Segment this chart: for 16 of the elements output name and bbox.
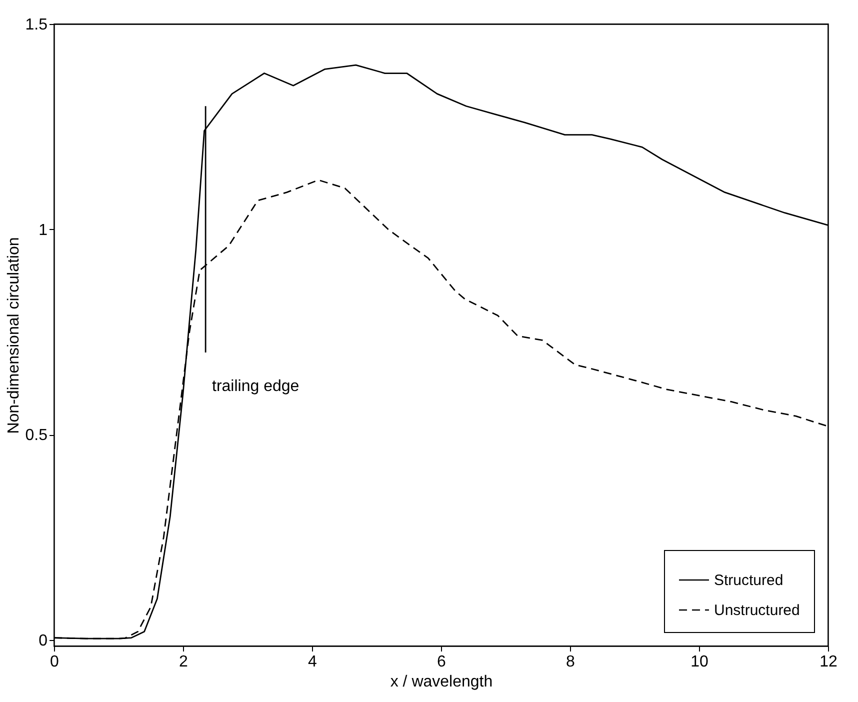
y-tick-label: 0.5 bbox=[25, 427, 48, 444]
x-axis-title: x / wavelength bbox=[390, 674, 493, 690]
x-tick-label: 12 bbox=[820, 654, 838, 670]
x-tick-label: 0 bbox=[50, 654, 60, 670]
y-tick-label: 1 bbox=[38, 222, 48, 239]
legend-label: Unstructured bbox=[714, 602, 800, 619]
x-tick-label: 2 bbox=[179, 654, 188, 670]
x-tick-label: 6 bbox=[437, 654, 446, 670]
annotation: trailing edge bbox=[212, 378, 300, 395]
x-tick-label: 8 bbox=[566, 654, 576, 670]
x-tick-label: 10 bbox=[690, 654, 708, 670]
y-tick-label: 0 bbox=[38, 632, 48, 650]
y-tick-label: 1.5 bbox=[25, 16, 48, 34]
x-tick-label: 4 bbox=[308, 654, 318, 670]
legend-label: Structured bbox=[714, 572, 784, 589]
y-axis-title: Non-dimensional circulation bbox=[5, 237, 22, 434]
